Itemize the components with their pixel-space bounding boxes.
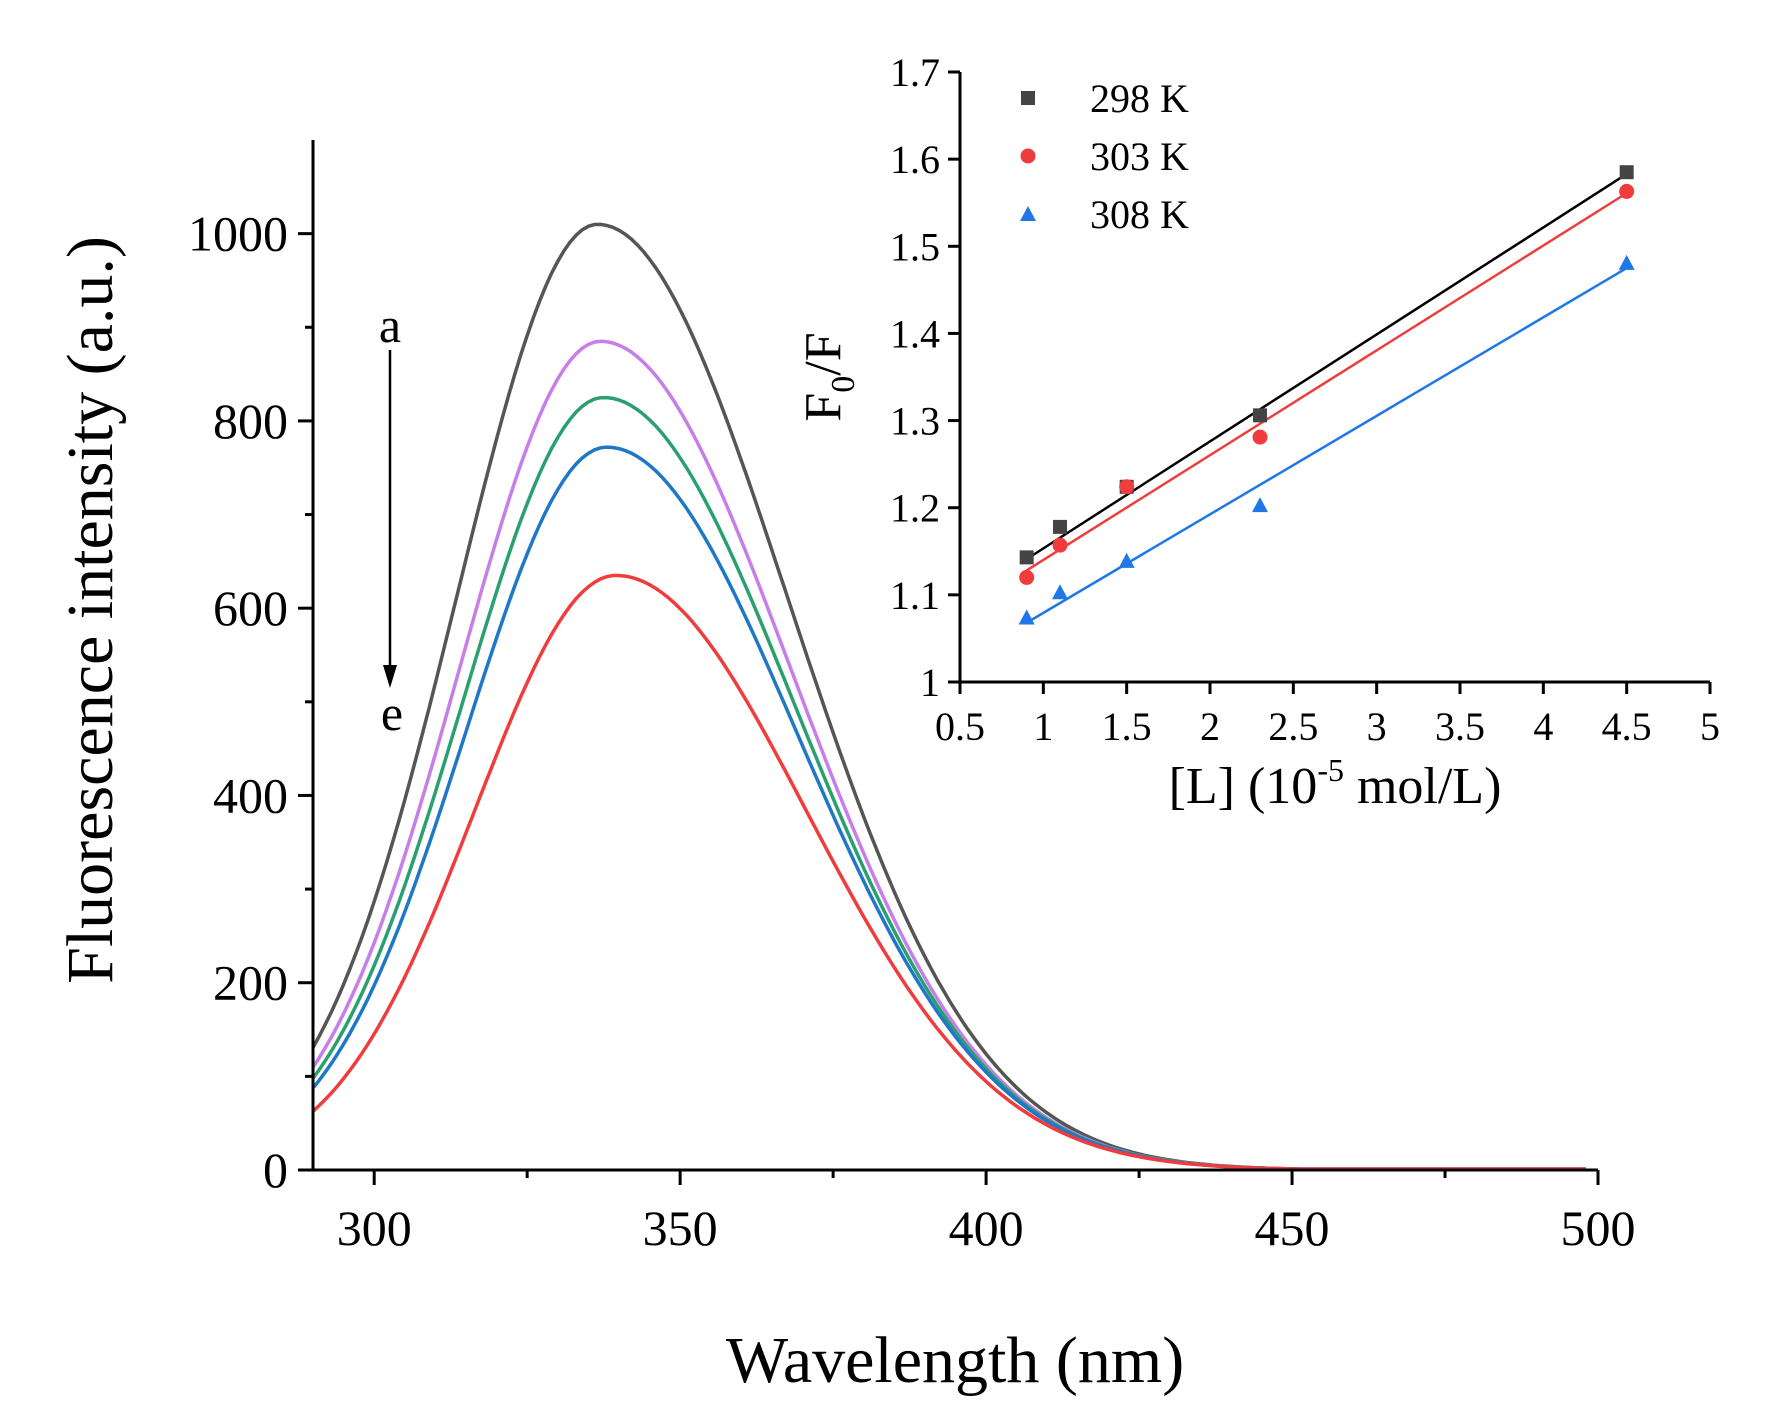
legend-marker-triangle (1020, 206, 1036, 221)
inset-points (1018, 165, 1635, 625)
inset-y-tick-label: 1.3 (890, 399, 940, 444)
main-y-tick-label: 1000 (188, 206, 288, 262)
inset-x-tick-label: 4 (1533, 704, 1553, 749)
data-point-triangle (1618, 254, 1635, 270)
data-point-square (1253, 408, 1267, 423)
inset-y-tick-label: 1.4 (890, 311, 940, 356)
main-y-axis-title: Fluorescence intensity (a.u.) (54, 236, 127, 984)
fit-line-2 (1026, 192, 1628, 572)
main-x-tick-label: 400 (949, 1200, 1024, 1256)
inset-x-tick-label: 5 (1700, 704, 1720, 749)
inset-x-tick-label: 0.5 (935, 704, 985, 749)
data-point-triangle (1052, 584, 1068, 600)
legend-label: 308 K (1090, 192, 1189, 237)
main-chart: 300 350 400 450 500 0 200 400 600 800 1000 Wavelen… (54, 140, 1636, 1397)
main-tick-labels: 300 350 400 450 500 0 200 400 600 800 1000 (188, 206, 1636, 1256)
inset-x-tick-label: 2 (1200, 704, 1220, 749)
inset-y-tick-label: 1.5 (890, 224, 940, 269)
main-x-axis-title: Wavelength (nm) (726, 1324, 1184, 1397)
inset-legend: 298 K 303 K 308 K (1020, 76, 1189, 237)
fit-line-1 (1025, 172, 1628, 561)
inset-x-tick-label: 1.5 (1102, 704, 1152, 749)
inset-x-tick-label: 3 (1367, 704, 1387, 749)
inset-x-tick-label: 2.5 (1268, 704, 1318, 749)
annotation-start-label: a (379, 297, 401, 353)
inset-tick-labels: 0.5 1 1.5 2 2.5 3 3.5 4 4.5 511.11.21.31.41.51.61… (890, 50, 1720, 749)
inset-x-tick-label: 3.5 (1435, 704, 1485, 749)
inset-y-tick-label: 1.2 (890, 486, 940, 531)
legend-label: 303 K (1090, 134, 1189, 179)
inset-x-tick-label: 1 (1033, 704, 1053, 749)
main-x-tick-label: 450 (1255, 1200, 1330, 1256)
inset-y-tick-label: 1.6 (890, 137, 940, 182)
data-point-square (1019, 550, 1034, 565)
inset-y-tick-label: 1 (920, 660, 940, 705)
series-order-annotation: a e (379, 297, 403, 741)
inset-x-axis-title: [L] (10-5 mol/L) (1169, 752, 1502, 815)
data-point-triangle (1018, 609, 1035, 625)
main-y-tick-label: 800 (213, 393, 288, 449)
data-point-circle (1619, 183, 1635, 199)
legend-label: 298 K (1090, 76, 1189, 121)
inset-y-axis-title: F0/F (795, 332, 862, 421)
data-point-circle (1052, 537, 1068, 553)
data-point-circle (1019, 569, 1035, 585)
inset-y-tick-label: 1.7 (890, 50, 940, 95)
annotation-arrowhead (383, 665, 397, 688)
main-y-tick-label: 400 (213, 767, 288, 823)
main-y-tick-label: 600 (213, 580, 288, 636)
legend-marker-circle (1020, 148, 1036, 164)
main-y-tick-label: 200 (213, 955, 288, 1011)
inset-y-tick-label: 1.1 (890, 573, 940, 618)
main-ticks (298, 232, 1600, 1185)
main-y-tick-label: 0 (263, 1142, 288, 1198)
main-x-tick-label: 500 (1561, 1200, 1636, 1256)
legend-marker-square (1021, 91, 1035, 105)
data-point-circle (1252, 429, 1268, 445)
data-point-square (1619, 165, 1634, 180)
annotation-end-label: e (381, 685, 403, 741)
main-x-tick-label: 300 (337, 1200, 412, 1256)
inset-ticks (948, 70, 1712, 694)
data-point-square (1053, 519, 1067, 534)
inset-chart: 0.5 1 1.5 2 2.5 3 3.5 4 4.5 511.11.21.31.41.51.61… (795, 50, 1720, 815)
main-x-tick-label: 350 (643, 1200, 718, 1256)
inset-x-tick-label: 4.5 (1602, 704, 1652, 749)
data-point-circle (1119, 479, 1135, 495)
data-point-triangle (1252, 497, 1268, 513)
data-point-triangle (1118, 552, 1135, 568)
